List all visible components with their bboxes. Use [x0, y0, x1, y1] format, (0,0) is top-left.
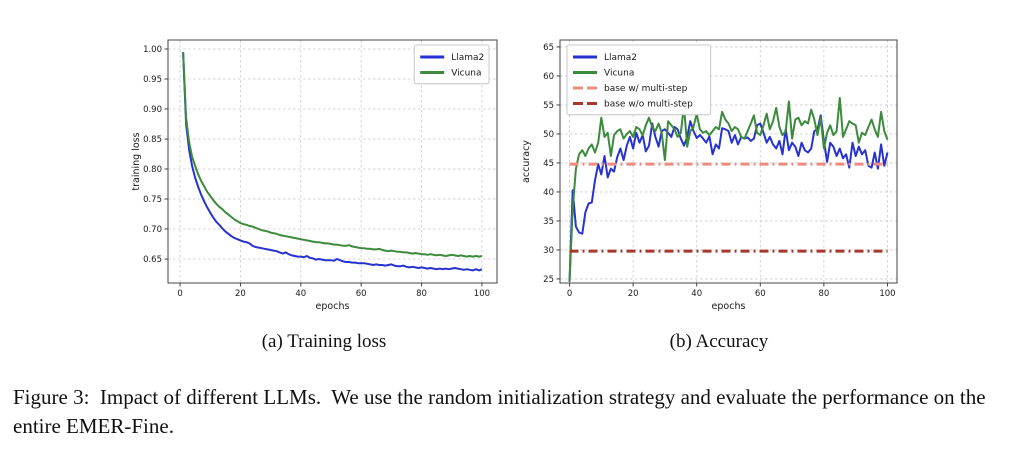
line-llama2: [182, 51, 483, 272]
axis-ticks: 0 20 40 60 80 100 25 30 35 40 45 50 55 60 65: [543, 43, 895, 299]
svg-text:100: 100: [474, 289, 490, 299]
svg-text:0.80: 0.80: [143, 165, 162, 175]
svg-text:80: 80: [818, 289, 829, 299]
svg-text:80: 80: [416, 289, 427, 299]
svg-text:20: 20: [235, 289, 246, 299]
svg-text:50: 50: [543, 130, 554, 140]
svg-text:45: 45: [543, 159, 554, 169]
series-lines: [182, 51, 483, 272]
svg-text:0.85: 0.85: [143, 135, 162, 145]
series-lines: [568, 97, 889, 282]
svg-text:0.95: 0.95: [143, 75, 162, 85]
svg-text:60: 60: [356, 289, 367, 299]
svg-text:35: 35: [543, 217, 554, 227]
legend: Llama2 Vicuna base w/ multi-step base w/o m…: [566, 44, 712, 116]
svg-text:65: 65: [543, 43, 554, 53]
svg-text:0: 0: [177, 289, 182, 299]
legend-label-0: Llama2: [451, 53, 484, 63]
plot-frame: [167, 39, 498, 284]
line-llama2: [568, 114, 889, 282]
svg-text:0: 0: [567, 289, 572, 299]
svg-text:20: 20: [628, 289, 639, 299]
accuracy-chart: 0 20 40 60 80 100 25 30 35 40 45 50 55 60 65 epochs accu…: [518, 20, 920, 322]
svg-text:40: 40: [691, 289, 702, 299]
line-vicuna: [182, 51, 483, 258]
plot-frame: [559, 39, 898, 284]
svg-text:60: 60: [543, 72, 554, 82]
svg-text:0.75: 0.75: [143, 195, 162, 205]
legend-label-0: Llama2: [604, 53, 637, 63]
svg-text:40: 40: [295, 289, 306, 299]
svg-text:100: 100: [879, 289, 895, 299]
figure-caption: Figure 3: Impact of different LLMs. We u…: [13, 385, 991, 438]
legend-label-1: Vicuna: [451, 69, 481, 79]
svg-text:0.70: 0.70: [143, 225, 162, 235]
x-axis-label: epochs: [712, 301, 746, 312]
svg-text:25: 25: [543, 275, 554, 285]
axis-ticks: 0 20 40 60 80 100 0.65 0.70 0.75 0.80 0.85 0.90 0.95…: [143, 45, 490, 299]
svg-text:0.65: 0.65: [143, 255, 162, 265]
line-vicuna: [568, 97, 889, 282]
svg-text:60: 60: [755, 289, 766, 299]
svg-text:1.00: 1.00: [143, 45, 162, 55]
svg-text:40: 40: [543, 188, 554, 198]
subfigure-accuracy: 0 20 40 60 80 100 25 30 35 40 45 50 55 60 65 epochs accu…: [518, 20, 920, 353]
svg-text:0.90: 0.90: [143, 105, 162, 115]
legend-label-1: Vicuna: [604, 69, 634, 79]
legend-label-3: base w/o multi-step: [604, 100, 693, 110]
subfigure-training-loss: 0 20 40 60 80 100 0.65 0.70 0.75 0.80 0.85 0.90 0.95…: [128, 20, 520, 353]
x-axis-label: epochs: [316, 301, 350, 312]
svg-text:30: 30: [543, 246, 554, 256]
training-loss-chart: 0 20 40 60 80 100 0.65 0.70 0.75 0.80 0.85 0.90 0.95…: [128, 20, 520, 322]
subcaption-b: (b) Accuracy: [669, 331, 769, 352]
subcaption-a: (a) Training loss: [261, 331, 387, 352]
svg-text:55: 55: [543, 101, 554, 111]
legend: Llama2 Vicuna: [413, 44, 490, 85]
legend-label-2: base w/ multi-step: [604, 84, 688, 94]
y-axis-label: accuracy: [521, 140, 532, 183]
y-axis-label: training loss: [131, 132, 142, 190]
